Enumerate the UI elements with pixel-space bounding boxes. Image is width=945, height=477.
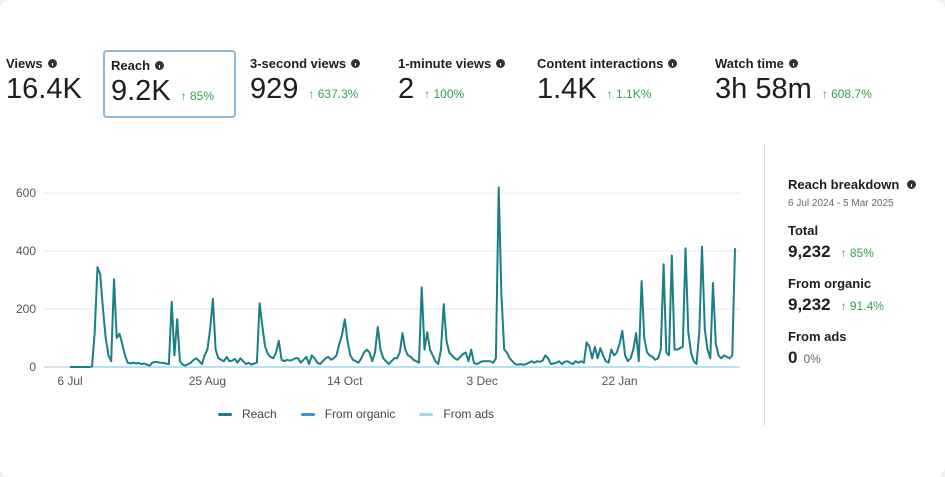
organic-value: 9,232 bbox=[788, 295, 831, 314]
metric-3-second-views[interactable]: 3-second views 929 ↑ 637.3% bbox=[244, 50, 389, 118]
metric-label: 3-second views bbox=[250, 56, 347, 71]
info-icon[interactable] bbox=[155, 61, 165, 70]
info-icon[interactable] bbox=[496, 59, 506, 68]
y-tick-label: 600 bbox=[16, 186, 36, 200]
legend-swatch bbox=[419, 412, 434, 416]
legend-item-ads[interactable]: From ads bbox=[419, 407, 494, 421]
x-tick-label: 22 Jan bbox=[602, 374, 638, 388]
y-tick-label: 200 bbox=[16, 302, 36, 316]
breakdown-title: Reach breakdown bbox=[788, 177, 900, 192]
legend-swatch bbox=[218, 412, 232, 416]
ads-label: From ads bbox=[788, 329, 847, 344]
info-icon[interactable] bbox=[47, 59, 57, 68]
legend-label: From organic bbox=[324, 407, 396, 421]
reach-line-chart: 0 200 400 600 6 Jul 25 Aug 14 Oct 3 Dec 22 Jan bbox=[16, 186, 740, 388]
x-tick-label: 14 Oct bbox=[327, 374, 363, 388]
metric-change: ↑ 608.7% bbox=[821, 87, 872, 101]
metric-value: 9.2K bbox=[111, 75, 171, 107]
metric-change: ↑ 1.1K% bbox=[606, 87, 652, 101]
metric-change: ↑ 85% bbox=[180, 89, 215, 103]
metric-value: 929 bbox=[250, 73, 299, 105]
total-change: ↑ 85% bbox=[840, 246, 874, 260]
metric-watch-time[interactable]: Watch time 3h 58m ↑ 608.7% bbox=[709, 50, 909, 118]
series-line-reach bbox=[70, 186, 736, 368]
legend-item-reach[interactable]: Reach bbox=[218, 407, 277, 421]
legend-swatch bbox=[300, 412, 315, 416]
metric-value: 1.4K bbox=[537, 73, 597, 105]
info-icon[interactable] bbox=[351, 59, 361, 68]
legend-item-organic[interactable]: From organic bbox=[300, 407, 396, 421]
legend-label: From ads bbox=[443, 407, 495, 421]
metric-content-interactions[interactable]: Content interactions 1.4K ↑ 1.1K% bbox=[531, 50, 706, 118]
ads-change: 0% bbox=[803, 352, 821, 366]
info-icon[interactable] bbox=[668, 59, 678, 68]
metric-label: Content interactions bbox=[537, 56, 664, 71]
legend-label: Reach bbox=[242, 407, 277, 421]
panel-divider bbox=[764, 143, 765, 426]
info-icon[interactable] bbox=[788, 59, 798, 68]
metric-value: 16.4K bbox=[6, 73, 82, 105]
metric-1-minute-views[interactable]: 1-minute views 2 ↑ 100% bbox=[392, 50, 527, 118]
metric-label: 1-minute views bbox=[398, 56, 492, 71]
total-label: Total bbox=[788, 223, 819, 238]
y-tick-label: 0 bbox=[29, 360, 36, 374]
organic-change: ↑ 91.4% bbox=[840, 299, 884, 313]
metric-views[interactable]: Views 16.4K bbox=[0, 50, 98, 118]
metric-label: Views bbox=[6, 56, 43, 71]
metric-label: Reach bbox=[111, 58, 151, 73]
x-tick-label: 3 Dec bbox=[467, 374, 498, 388]
total-value: 9,232 bbox=[788, 242, 831, 261]
metric-change: ↑ 637.3% bbox=[308, 87, 359, 101]
breakdown-date-range: 6 Jul 2024 - 5 Mar 2025 bbox=[788, 198, 894, 209]
metric-value: 3h 58m bbox=[715, 73, 812, 105]
organic-label: From organic bbox=[788, 276, 872, 291]
metric-reach[interactable]: Reach 9.2K ↑ 85% bbox=[103, 50, 236, 118]
reach-breakdown-panel: Reach breakdown 6 Jul 2024 - 5 Mar 2025 … bbox=[788, 177, 917, 368]
info-icon[interactable] bbox=[907, 180, 917, 189]
x-tick-label: 6 Jul bbox=[57, 374, 82, 388]
chart-legend: Reach From organic From ads bbox=[218, 407, 494, 421]
x-tick-label: 25 Aug bbox=[189, 374, 226, 388]
ads-value: 0 bbox=[788, 348, 798, 367]
metric-change: ↑ 100% bbox=[424, 87, 465, 101]
metric-label: Watch time bbox=[715, 56, 784, 71]
metric-value: 2 bbox=[398, 73, 415, 105]
y-tick-label: 400 bbox=[16, 244, 36, 258]
